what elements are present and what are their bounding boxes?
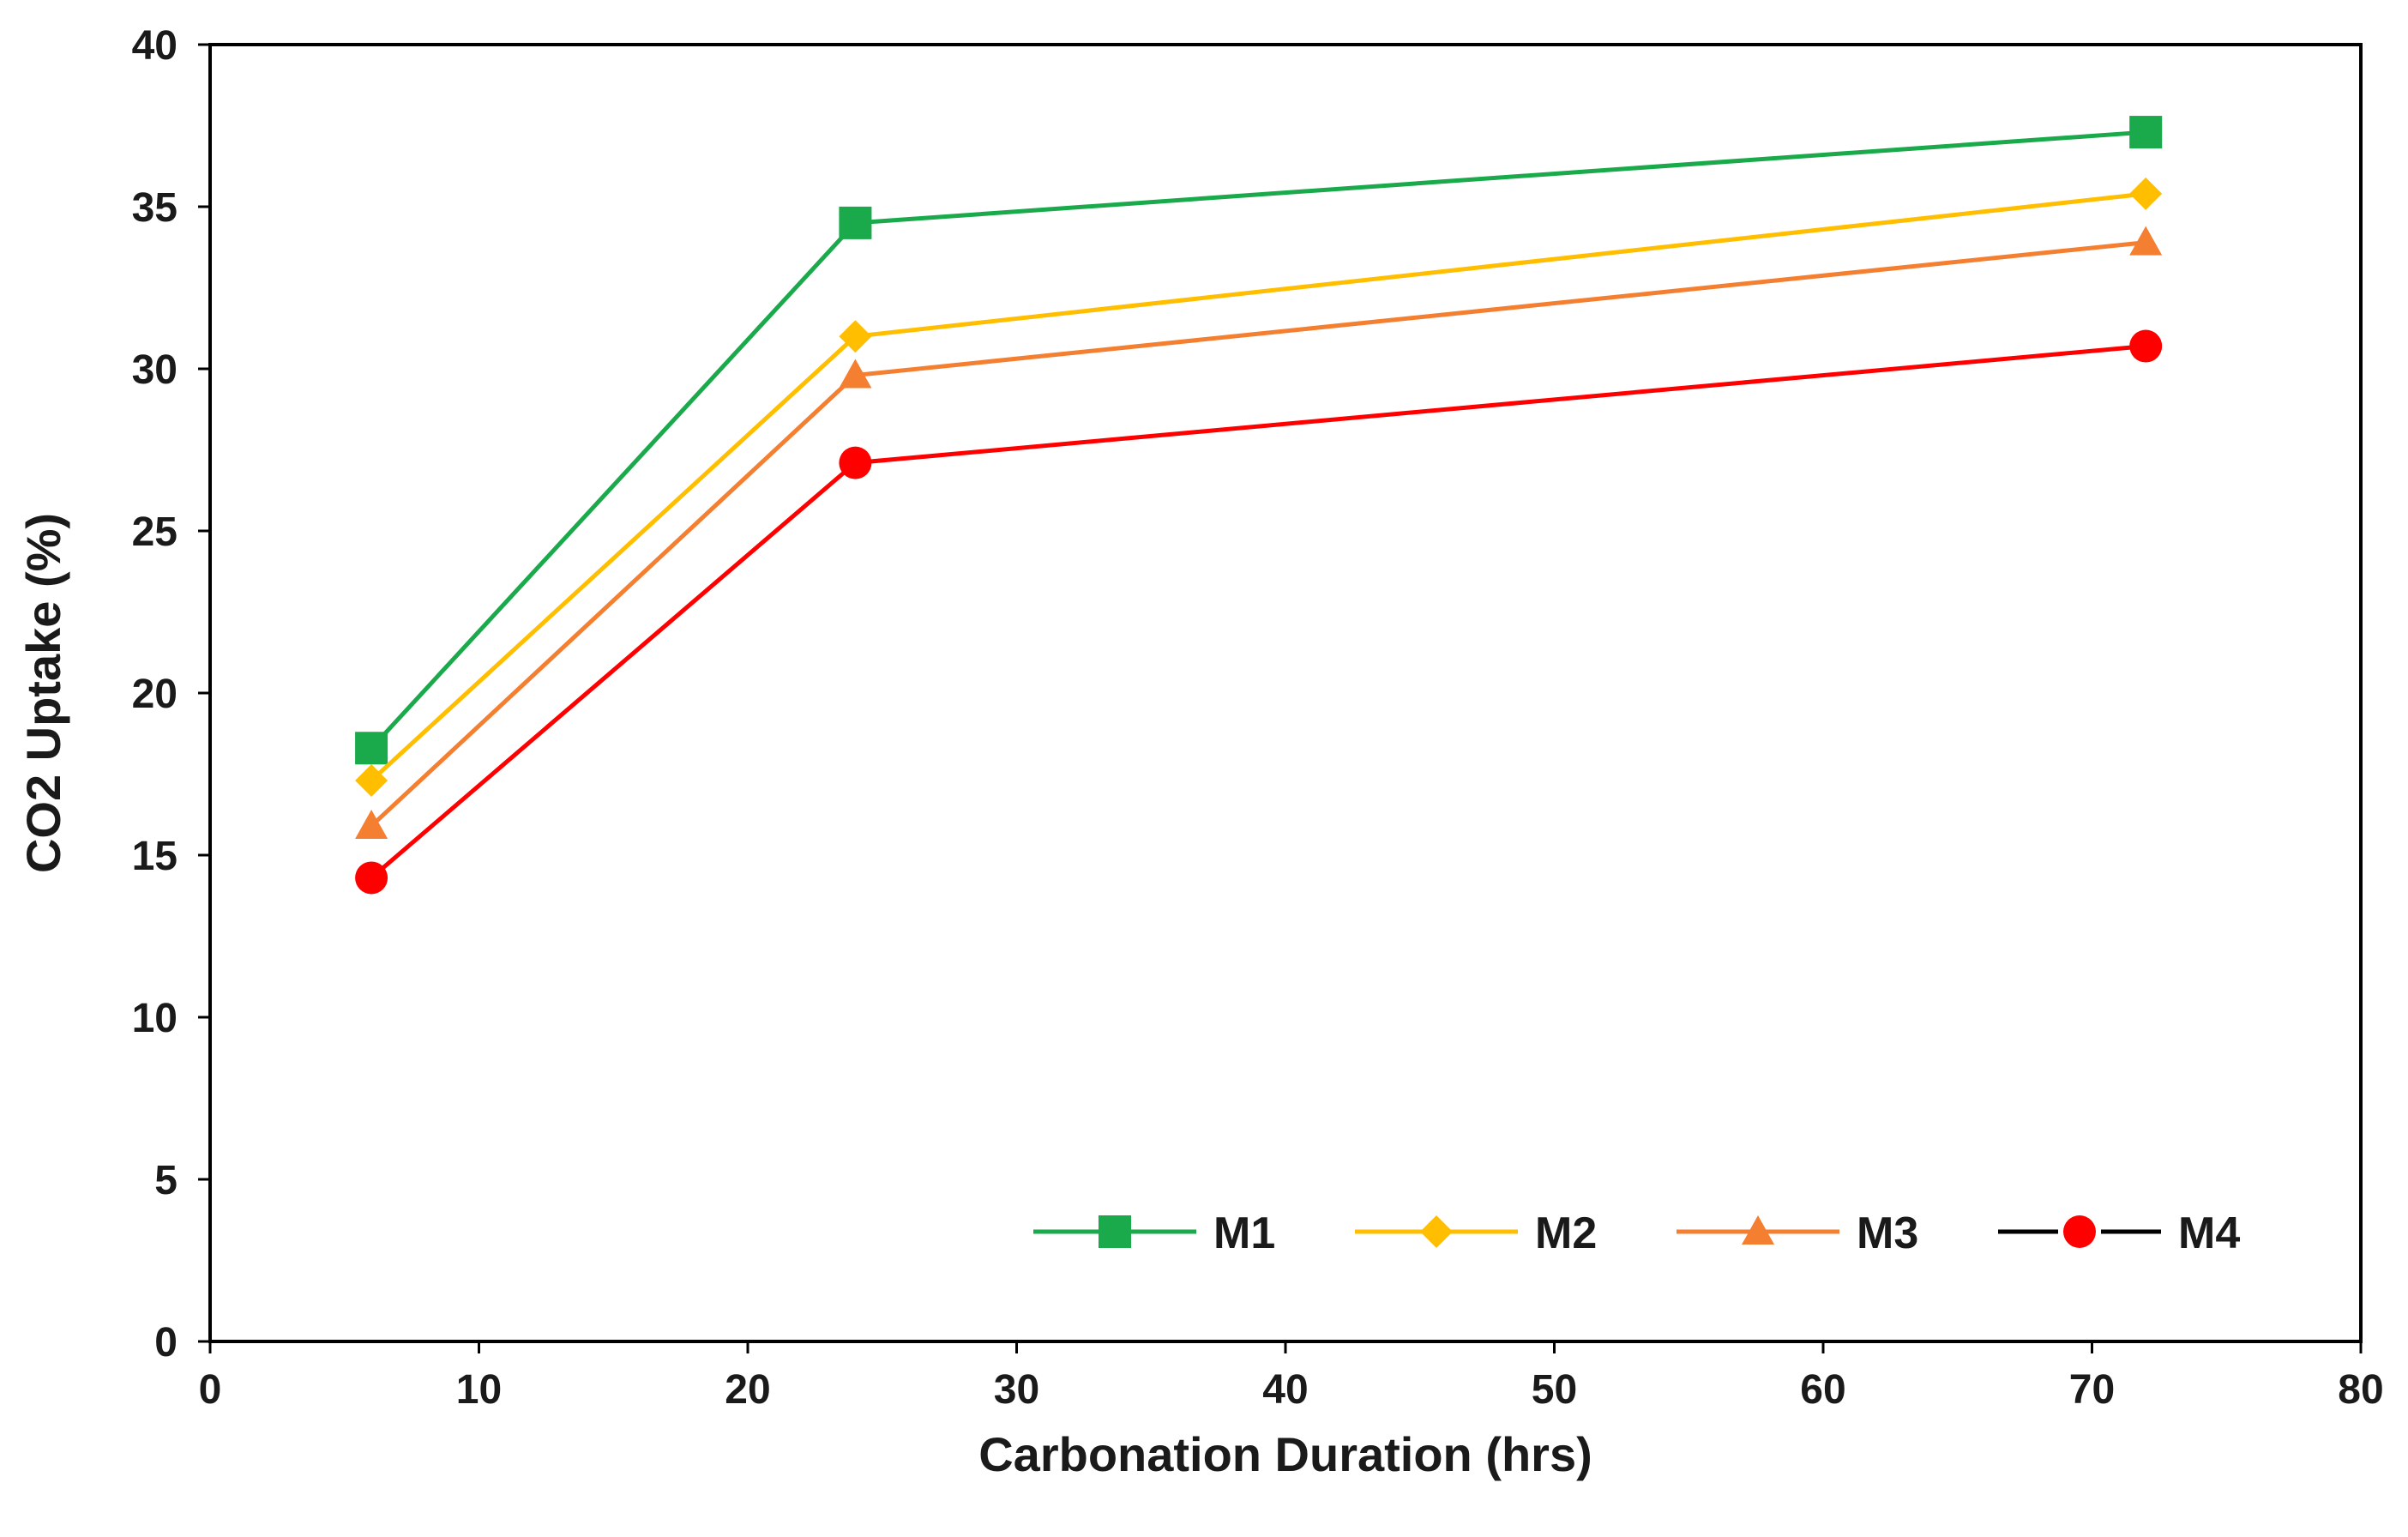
data-point-m4 [355,861,388,895]
legend-swatch-marker [2063,1215,2096,1248]
series-m1 [355,116,2163,765]
data-point-m1 [355,732,388,765]
legend-label: M3 [1857,1209,1918,1258]
x-tick-label: 30 [994,1367,1039,1413]
legend-item-m1: M1 [1033,1209,1275,1258]
x-tick-label: 80 [2338,1367,2383,1413]
y-tick-label: 15 [132,834,178,879]
data-point-m2 [2129,177,2163,210]
series-m3 [355,226,2163,839]
legend-label: M1 [1213,1209,1275,1258]
data-point-m1 [2129,116,2163,149]
y-axis-title: CO2 Uptake (%) [16,513,70,873]
data-point-m2 [355,764,388,798]
legend-swatch-marker [1420,1215,1453,1248]
x-axis-title: Carbonation Duration (hrs) [978,1427,1592,1481]
x-tick-label: 20 [725,1367,770,1413]
data-point-m4 [2129,329,2163,363]
legend-label: M4 [2178,1209,2240,1258]
x-axis-ticks: 0 10 20 30 40 50 60 70 80 [199,1341,2384,1413]
legend-label: M2 [1535,1209,1597,1258]
y-tick-label: 30 [132,347,178,393]
legend-swatch-marker [1742,1215,1774,1245]
x-tick-label: 70 [2069,1367,2115,1413]
x-tick-label: 60 [1800,1367,1845,1413]
x-tick-label: 50 [1532,1367,1577,1413]
y-tick-label: 40 [132,23,178,69]
y-tick-label: 10 [132,996,178,1041]
data-point-m4 [839,446,872,479]
legend-item-m3: M3 [1677,1209,1918,1258]
legend-swatch-marker [1099,1215,1131,1248]
data-point-m3 [2129,226,2163,256]
y-tick-label: 35 [132,185,178,231]
series-m2 [355,177,2163,798]
legend-item-m2: M2 [1355,1209,1597,1258]
data-point-m3 [839,359,872,389]
x-tick-label: 10 [456,1367,502,1413]
x-tick-label: 40 [1262,1367,1308,1413]
y-tick-label: 5 [154,1158,178,1203]
plot-area [208,43,2363,1343]
data-point-m3 [355,809,388,839]
data-point-m2 [839,320,872,353]
y-axis-ticks: 0 5 10 15 20 25 30 35 40 [132,23,210,1365]
y-tick-label: 20 [132,672,178,717]
legend-item-m4: M4 [1998,1209,2240,1258]
x-tick-label: 0 [199,1367,222,1413]
series-m4 [355,329,2163,895]
y-tick-label: 0 [154,1320,178,1365]
legend: M1 M2 M3 M4 [1033,1209,2240,1258]
y-tick-label: 25 [132,509,178,555]
data-point-m1 [839,206,872,239]
series-layer [355,116,2163,895]
